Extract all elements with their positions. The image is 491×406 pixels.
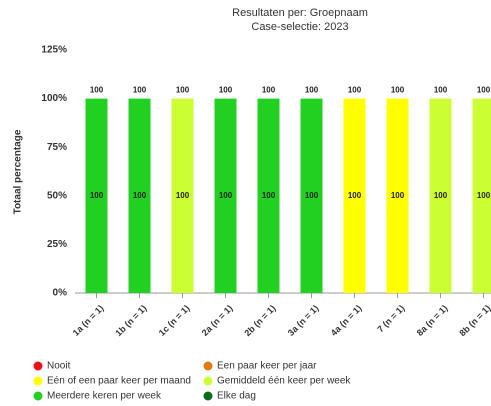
data-label: 100 (305, 191, 319, 200)
data-label: 100 (391, 191, 405, 200)
data-label: 100 (176, 191, 190, 200)
total-label: 100 (133, 86, 147, 95)
bar-segment (214, 98, 237, 293)
data-label: 100 (477, 191, 491, 200)
legend-label: Eén of een paar keer per maand (47, 376, 191, 387)
y-tick-label: 0% (53, 288, 68, 299)
y-tick-label: 25% (47, 239, 67, 250)
total-label: 100 (391, 86, 405, 95)
bar-segment (429, 98, 452, 293)
legend-marker (203, 361, 213, 371)
data-label: 100 (348, 191, 362, 200)
total-label: 100 (262, 86, 276, 95)
subtitle: Resultaten per: Groepnaam (232, 7, 368, 19)
legend-marker (33, 391, 43, 401)
bar-segment (343, 98, 366, 293)
x-tick-label: 1a (n = 1) (71, 303, 106, 338)
y-tick-label: 50% (47, 190, 67, 201)
total-label: 100 (348, 86, 362, 95)
legend-marker (203, 391, 213, 401)
legend-marker (33, 376, 43, 386)
total-label: 100 (477, 86, 491, 95)
x-tick-label: 3a (n = 1) (286, 303, 321, 338)
legend-label: Een paar keer per jaar (217, 361, 317, 372)
total-label: 100 (219, 86, 233, 95)
total-label: 100 (434, 86, 448, 95)
y-tick-label: 125% (41, 45, 67, 56)
total-label: 100 (176, 86, 190, 95)
y-tick-label: 75% (47, 142, 67, 153)
bar-segment (257, 98, 280, 293)
data-label: 100 (434, 191, 448, 200)
x-tick-label: 8b (n = 1) (457, 303, 491, 338)
data-label: 100 (219, 191, 233, 200)
bar-segment (300, 98, 323, 293)
x-tick-label: 4a (n = 1) (329, 303, 364, 338)
data-label: 100 (133, 191, 147, 200)
bar-segment (472, 98, 491, 293)
legend-marker (33, 361, 43, 371)
subtitle: Case-selectie: 2023 (251, 21, 348, 33)
x-tick-label: 1b (n = 1) (113, 303, 148, 338)
legend-label: Meerdere keren per week (47, 391, 162, 402)
legend-marker (203, 376, 213, 386)
x-tick-label: 7 (n = 1) (375, 303, 406, 334)
y-axis-label: Totaal percentage (13, 129, 24, 214)
bar-segment (386, 98, 409, 293)
total-label: 100 (305, 86, 319, 95)
legend-label: Elke dag (217, 391, 256, 402)
x-tick-label: 1c (n = 1) (157, 303, 192, 338)
data-label: 100 (90, 191, 104, 200)
y-tick-label: 100% (41, 93, 67, 104)
bar-segment (128, 98, 151, 293)
data-label: 100 (262, 191, 276, 200)
bar-segment (171, 98, 194, 293)
x-tick-label: 2b (n = 1) (242, 303, 277, 338)
x-tick-label: 2a (n = 1) (200, 303, 235, 338)
total-label: 100 (90, 86, 104, 95)
x-tick-label: 8a (n = 1) (415, 303, 450, 338)
bar-segment (85, 98, 108, 293)
legend-label: Nooit (47, 361, 71, 372)
legend-label: Gemiddeld één keer per week (217, 376, 351, 387)
